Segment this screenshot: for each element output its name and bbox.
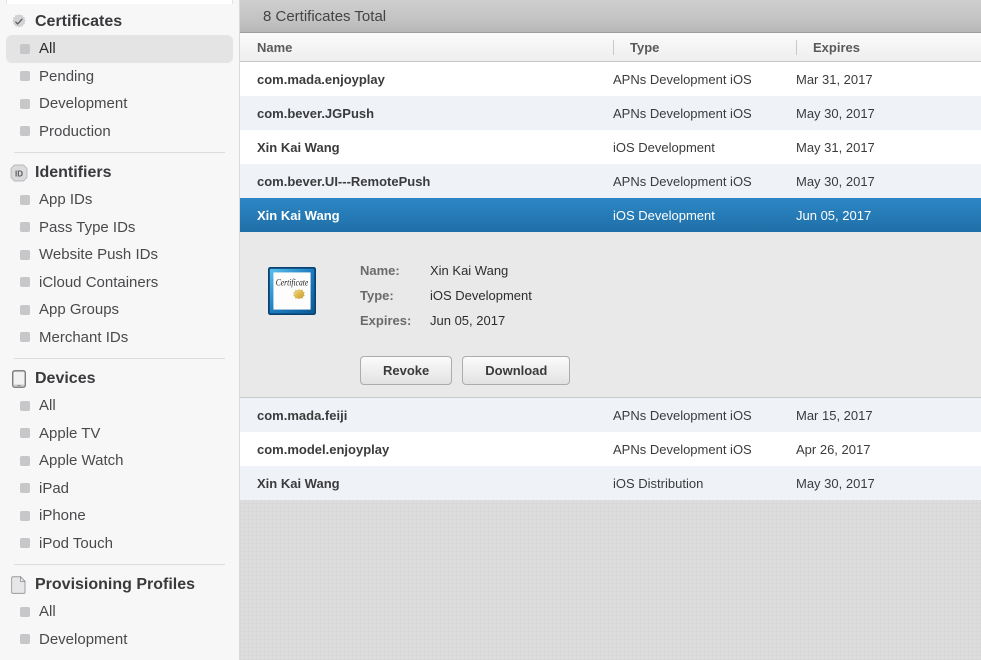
svg-text:Certificate: Certificate xyxy=(276,278,309,288)
svg-text:ID: ID xyxy=(15,169,23,178)
